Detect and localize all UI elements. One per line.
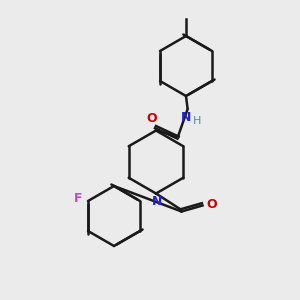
- Text: F: F: [74, 191, 82, 205]
- Text: O: O: [146, 112, 157, 124]
- Text: N: N: [152, 195, 163, 208]
- Text: H: H: [193, 116, 201, 126]
- Text: O: O: [206, 197, 217, 211]
- Text: N: N: [181, 111, 191, 124]
